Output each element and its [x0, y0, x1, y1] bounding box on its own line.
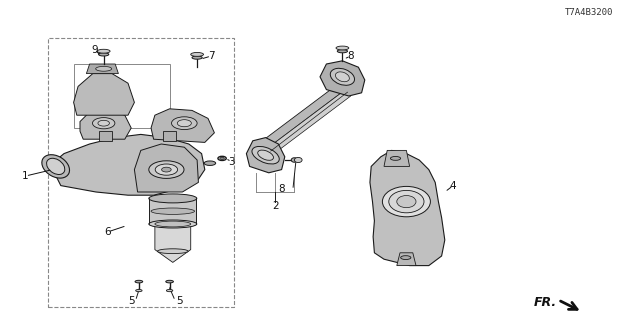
- Ellipse shape: [335, 72, 349, 82]
- Ellipse shape: [97, 49, 110, 53]
- Ellipse shape: [337, 50, 348, 53]
- Ellipse shape: [336, 46, 349, 50]
- Text: 4: 4: [450, 180, 456, 191]
- Ellipse shape: [157, 249, 188, 253]
- Polygon shape: [134, 144, 198, 192]
- Ellipse shape: [177, 120, 191, 127]
- Ellipse shape: [156, 164, 178, 175]
- Ellipse shape: [47, 158, 65, 174]
- Ellipse shape: [135, 280, 143, 283]
- Ellipse shape: [388, 190, 424, 213]
- Ellipse shape: [136, 289, 142, 292]
- Text: FR.: FR.: [534, 296, 557, 309]
- Text: 1: 1: [22, 171, 29, 181]
- Polygon shape: [163, 131, 176, 141]
- Polygon shape: [52, 134, 205, 195]
- Polygon shape: [397, 253, 416, 266]
- Text: 7: 7: [208, 51, 214, 61]
- Ellipse shape: [149, 220, 197, 228]
- Polygon shape: [262, 83, 346, 147]
- Polygon shape: [155, 224, 191, 262]
- Text: 5: 5: [128, 296, 134, 307]
- Text: 2: 2: [272, 201, 278, 212]
- Text: 9: 9: [92, 44, 98, 55]
- Ellipse shape: [294, 157, 302, 163]
- Ellipse shape: [93, 117, 115, 129]
- Text: 8: 8: [278, 184, 285, 194]
- Ellipse shape: [390, 156, 401, 160]
- Polygon shape: [80, 109, 131, 139]
- Bar: [74, 64, 170, 128]
- Ellipse shape: [155, 221, 191, 227]
- Ellipse shape: [42, 155, 70, 178]
- Polygon shape: [86, 64, 118, 74]
- Ellipse shape: [161, 167, 172, 172]
- Ellipse shape: [149, 161, 184, 179]
- Polygon shape: [269, 90, 351, 155]
- Ellipse shape: [258, 150, 273, 160]
- Polygon shape: [320, 61, 365, 96]
- Text: 8: 8: [348, 51, 354, 61]
- Polygon shape: [74, 74, 134, 115]
- Ellipse shape: [172, 117, 197, 130]
- Ellipse shape: [401, 256, 411, 260]
- Ellipse shape: [191, 52, 204, 56]
- Polygon shape: [246, 138, 285, 173]
- Ellipse shape: [330, 68, 355, 85]
- Ellipse shape: [252, 147, 279, 164]
- Text: 5: 5: [176, 296, 182, 307]
- Ellipse shape: [192, 56, 202, 59]
- Ellipse shape: [98, 120, 109, 126]
- Text: 3: 3: [228, 156, 235, 167]
- Ellipse shape: [96, 66, 112, 71]
- Ellipse shape: [291, 158, 298, 162]
- Text: 6: 6: [104, 227, 111, 237]
- Ellipse shape: [166, 280, 173, 283]
- Ellipse shape: [166, 289, 173, 292]
- Ellipse shape: [149, 194, 197, 203]
- Ellipse shape: [204, 161, 216, 165]
- Text: T7A4B3200: T7A4B3200: [564, 8, 613, 17]
- Polygon shape: [99, 131, 112, 141]
- Polygon shape: [151, 109, 214, 142]
- Polygon shape: [149, 198, 196, 224]
- Bar: [48, 38, 234, 307]
- Ellipse shape: [99, 53, 109, 56]
- Polygon shape: [370, 150, 445, 266]
- Polygon shape: [384, 150, 410, 166]
- Ellipse shape: [151, 208, 195, 214]
- Ellipse shape: [397, 196, 416, 208]
- Ellipse shape: [383, 186, 431, 217]
- Ellipse shape: [220, 157, 225, 160]
